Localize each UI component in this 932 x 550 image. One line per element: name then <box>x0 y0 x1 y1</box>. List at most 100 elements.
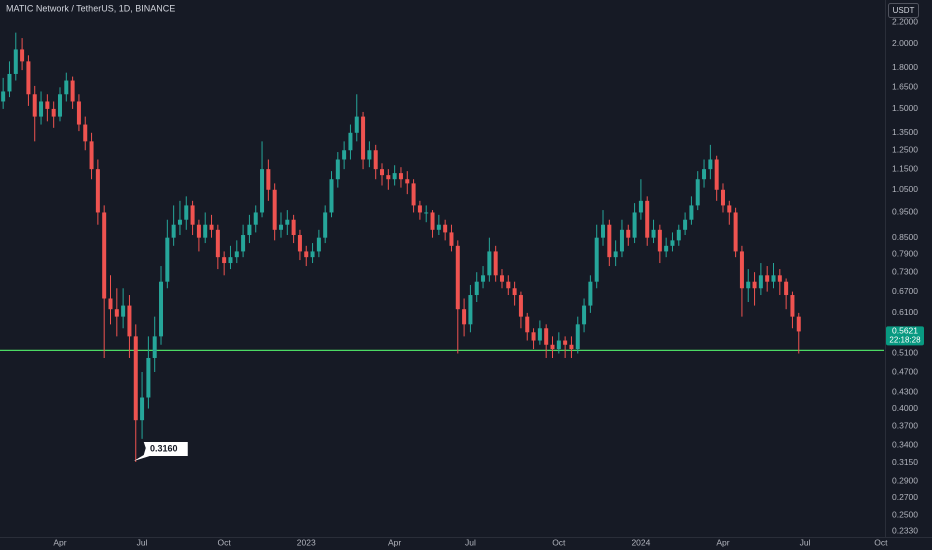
x-tick-label: Apr <box>716 537 729 547</box>
candle-body <box>695 179 700 206</box>
candle-body <box>784 281 789 296</box>
candle-body <box>316 237 321 252</box>
candle-body <box>367 150 372 160</box>
candle-body <box>575 324 580 350</box>
candle-body <box>39 101 44 117</box>
candle-body <box>392 173 397 180</box>
candle-body <box>525 316 530 333</box>
candle-body <box>771 275 776 282</box>
y-tick-label: 1.2500 <box>892 144 918 154</box>
candle-body <box>140 397 145 421</box>
y-tick-label: 2.0000 <box>892 38 918 48</box>
candle-body <box>190 205 195 225</box>
candle-body <box>146 357 151 398</box>
y-tick-label: 0.4700 <box>892 366 918 376</box>
candle-body <box>727 205 732 213</box>
candle-body <box>664 245 669 252</box>
candle-body <box>127 305 132 337</box>
candle-body <box>569 344 574 350</box>
candle-body <box>203 224 208 238</box>
candle-body <box>733 212 738 252</box>
y-tick-label: 0.2700 <box>892 492 918 502</box>
candle-body <box>348 132 353 151</box>
y-tick-label: 0.5100 <box>892 348 918 358</box>
y-tick-label: 0.3700 <box>892 420 918 430</box>
candle-body <box>215 229 220 258</box>
x-tick-label: Oct <box>552 537 566 547</box>
candle-body <box>108 298 113 310</box>
candle-body <box>228 257 233 264</box>
candle-body <box>657 229 662 252</box>
candle-body <box>670 240 675 246</box>
countdown-label: 22:18:28 <box>889 336 921 345</box>
y-tick-label: 1.1500 <box>892 163 918 173</box>
candle-body <box>323 212 328 238</box>
candle-body <box>297 235 302 252</box>
candle-body <box>114 309 119 317</box>
candle-body <box>266 169 271 190</box>
candle-body <box>702 169 707 180</box>
candle-body <box>253 212 258 225</box>
candle-body <box>45 101 50 109</box>
candle-body <box>487 251 492 276</box>
candle-body <box>531 332 536 341</box>
candle-body <box>386 175 391 180</box>
y-tick-label: 1.8000 <box>892 62 918 72</box>
candle-body <box>563 340 568 345</box>
y-tick-label: 0.4000 <box>892 403 918 413</box>
candle-body <box>380 169 385 176</box>
candles <box>1 32 801 463</box>
x-tick-label: Jul <box>800 537 811 547</box>
candle-body <box>777 275 782 282</box>
candle-body <box>481 275 486 282</box>
candle-body <box>537 328 542 341</box>
candle-body <box>121 305 126 317</box>
candle-body <box>335 159 340 180</box>
candle-body <box>159 281 164 337</box>
candle-body <box>550 344 555 350</box>
y-tick-label: 0.6100 <box>892 307 918 317</box>
candle-body <box>651 229 656 238</box>
candle-body <box>20 49 25 62</box>
y-tick-label: 0.3150 <box>892 457 918 467</box>
candle-body <box>462 309 467 325</box>
currency-label[interactable]: USDT <box>893 6 915 15</box>
candle-body <box>752 281 757 289</box>
annotation-callout <box>133 442 188 462</box>
candle-body <box>241 235 246 252</box>
last-price-box <box>886 326 924 346</box>
candle-body <box>26 61 31 95</box>
candle-body <box>234 251 239 258</box>
candle-body <box>177 219 182 225</box>
candle-body <box>171 224 176 238</box>
candle-body <box>645 200 650 238</box>
candle-body <box>638 200 643 213</box>
candle-body <box>493 251 498 276</box>
candle-body <box>329 179 334 213</box>
candle-body <box>304 251 309 258</box>
candle-body <box>758 275 763 289</box>
y-tick-label: 0.6700 <box>892 286 918 296</box>
candle-body <box>272 189 277 230</box>
currency-button[interactable] <box>888 3 919 18</box>
candle-body <box>133 336 138 421</box>
y-tick-label: 0.7300 <box>892 266 918 276</box>
candle-body <box>449 232 454 246</box>
candle-body <box>474 281 479 296</box>
candle-body <box>506 281 511 289</box>
candle-body <box>499 275 504 282</box>
candle-body <box>95 169 100 213</box>
candle-body <box>588 281 593 306</box>
candle-body <box>209 224 214 230</box>
candle-body <box>405 179 410 184</box>
candle-body <box>518 295 523 317</box>
candle-body <box>247 224 252 236</box>
candle-body <box>64 80 69 95</box>
y-tick-label: 1.3500 <box>892 127 918 137</box>
candle-body <box>601 224 606 238</box>
y-tick-label: 0.9500 <box>892 207 918 217</box>
candle-body <box>83 124 88 142</box>
candle-body <box>291 219 296 236</box>
x-tick-label: Oct <box>874 537 888 547</box>
